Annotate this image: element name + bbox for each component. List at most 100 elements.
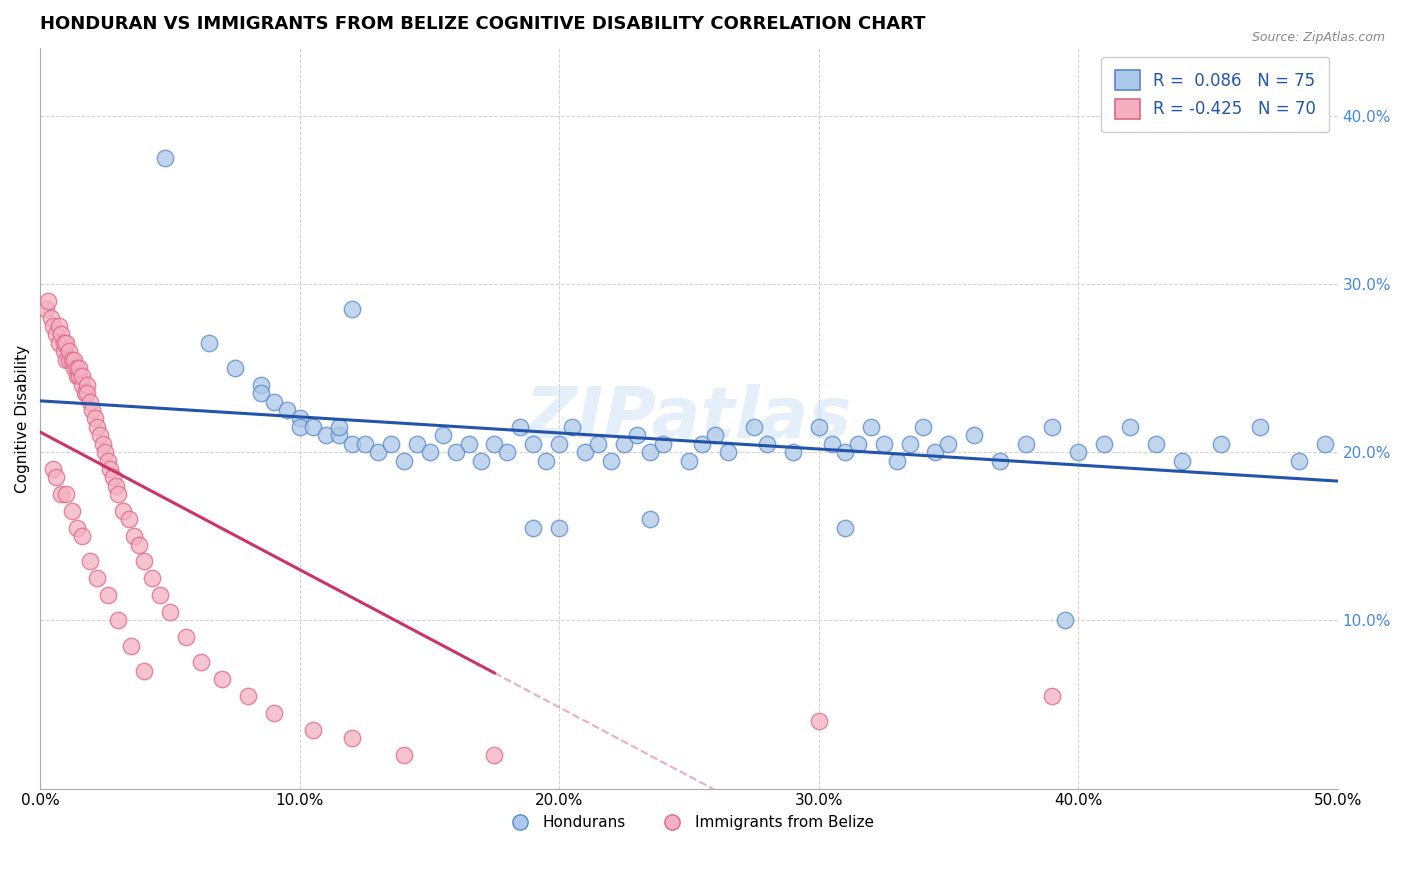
Point — [988, 453, 1011, 467]
Point — [52, 335, 75, 350]
Point — [34, 302, 56, 317]
Text: Source: ZipAtlas.com: Source: ZipAtlas.com — [1251, 31, 1385, 45]
Point — [470, 453, 492, 467]
Point — [911, 420, 934, 434]
Point — [755, 436, 778, 450]
Point — [101, 470, 124, 484]
Point — [37, 293, 59, 308]
Point — [76, 377, 98, 392]
Point — [263, 394, 285, 409]
Point — [600, 453, 623, 467]
Point — [353, 436, 375, 450]
Y-axis label: Cognitive Disability: Cognitive Disability — [15, 344, 30, 492]
Point — [66, 361, 89, 376]
Point — [52, 344, 75, 359]
Point — [1015, 436, 1038, 450]
Point — [104, 479, 127, 493]
Point — [211, 672, 233, 686]
Point — [60, 352, 83, 367]
Point — [509, 420, 531, 434]
Point — [236, 689, 259, 703]
Point — [1144, 436, 1167, 450]
Point — [134, 554, 156, 568]
Point — [149, 588, 172, 602]
Point — [55, 487, 77, 501]
Point — [82, 403, 104, 417]
Point — [79, 394, 101, 409]
Point — [834, 445, 856, 459]
Point — [117, 512, 139, 526]
Point — [1171, 453, 1194, 467]
Point — [1288, 453, 1310, 467]
Point — [742, 420, 765, 434]
Point — [678, 453, 700, 467]
Point — [263, 706, 285, 720]
Point — [704, 428, 727, 442]
Legend: Hondurans, Immigrants from Belize: Hondurans, Immigrants from Belize — [498, 809, 880, 837]
Point — [107, 487, 129, 501]
Point — [91, 436, 114, 450]
Point — [45, 327, 67, 342]
Point — [315, 428, 337, 442]
Point — [392, 747, 415, 762]
Point — [301, 723, 323, 737]
Point — [250, 377, 273, 392]
Point — [536, 453, 558, 467]
Point — [938, 436, 960, 450]
Point — [174, 630, 197, 644]
Point — [45, 470, 67, 484]
Point — [834, 521, 856, 535]
Point — [86, 571, 108, 585]
Point — [367, 445, 389, 459]
Point — [67, 361, 90, 376]
Point — [301, 420, 323, 434]
Point — [58, 344, 80, 359]
Point — [496, 445, 519, 459]
Point — [250, 386, 273, 401]
Point — [70, 369, 93, 384]
Point — [1054, 613, 1077, 627]
Point — [288, 411, 311, 425]
Point — [42, 462, 65, 476]
Point — [859, 420, 882, 434]
Point — [63, 352, 86, 367]
Point — [51, 487, 73, 501]
Point — [51, 327, 73, 342]
Point — [55, 352, 77, 367]
Point — [586, 436, 609, 450]
Point — [782, 445, 804, 459]
Point — [1092, 436, 1115, 450]
Point — [626, 428, 648, 442]
Point — [1249, 420, 1271, 434]
Point — [380, 436, 402, 450]
Point — [190, 656, 212, 670]
Point — [1040, 689, 1063, 703]
Point — [807, 420, 830, 434]
Point — [63, 361, 86, 376]
Point — [340, 302, 363, 317]
Point — [159, 605, 181, 619]
Point — [198, 335, 221, 350]
Point — [276, 403, 298, 417]
Point — [419, 445, 441, 459]
Point — [76, 386, 98, 401]
Point — [58, 352, 80, 367]
Point — [574, 445, 596, 459]
Point — [898, 436, 921, 450]
Point — [872, 436, 894, 450]
Point — [60, 504, 83, 518]
Point — [1209, 436, 1232, 450]
Point — [97, 588, 120, 602]
Point — [638, 445, 661, 459]
Point — [153, 151, 176, 165]
Text: HONDURAN VS IMMIGRANTS FROM BELIZE COGNITIVE DISABILITY CORRELATION CHART: HONDURAN VS IMMIGRANTS FROM BELIZE COGNI… — [41, 15, 927, 33]
Point — [522, 521, 544, 535]
Point — [107, 613, 129, 627]
Point — [48, 335, 70, 350]
Point — [141, 571, 163, 585]
Point — [39, 310, 62, 325]
Point — [73, 386, 96, 401]
Point — [42, 318, 65, 333]
Point — [328, 420, 350, 434]
Point — [288, 420, 311, 434]
